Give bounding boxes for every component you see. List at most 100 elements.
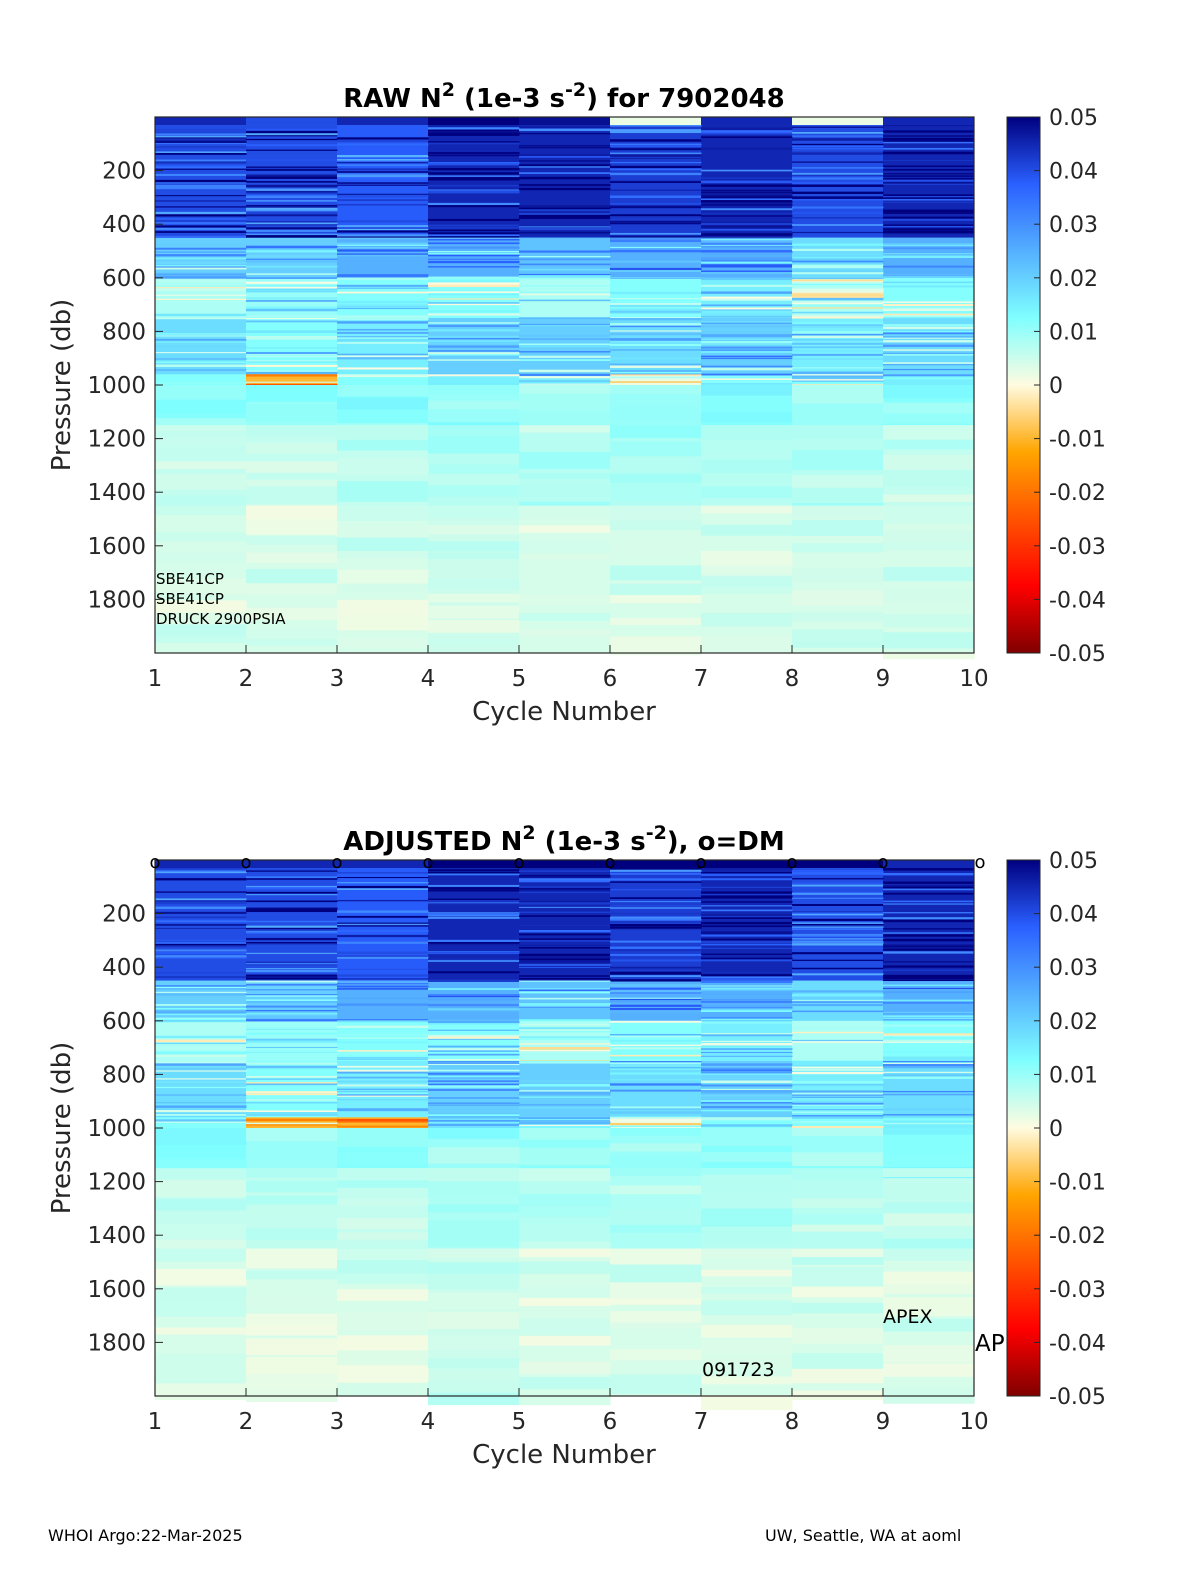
heatmap-streak bbox=[428, 1292, 520, 1310]
heatmap-streak bbox=[883, 173, 975, 175]
heatmap-streak bbox=[883, 147, 975, 150]
heatmap-streak bbox=[337, 227, 429, 230]
heatmap-streak bbox=[337, 161, 429, 164]
heatmap-streak bbox=[246, 552, 338, 564]
heatmap-streak bbox=[246, 1118, 338, 1122]
heatmap-streak bbox=[792, 132, 884, 134]
y-tick-label: 1400 bbox=[87, 480, 146, 506]
heatmap-streak bbox=[883, 137, 975, 141]
heatmap-streak bbox=[701, 1269, 793, 1277]
heatmap-streak bbox=[519, 273, 611, 276]
heatmap-streak bbox=[792, 177, 884, 180]
heatmap-streak bbox=[883, 349, 975, 351]
heatmap-streak bbox=[428, 184, 520, 187]
heatmap-streak bbox=[792, 152, 884, 155]
heatmap-streak bbox=[155, 1009, 247, 1012]
heatmap-streak bbox=[519, 205, 611, 208]
heatmap-streak bbox=[428, 1023, 520, 1025]
heatmap-streak bbox=[428, 359, 520, 361]
heatmap-streak bbox=[155, 146, 247, 149]
heatmap-streak bbox=[792, 1026, 884, 1029]
y-tick-label: 1400 bbox=[87, 1223, 146, 1249]
heatmap-cell bbox=[792, 117, 884, 126]
heatmap-streak bbox=[155, 1084, 247, 1087]
colorbar-tick-label: 0.05 bbox=[1049, 849, 1098, 874]
heatmap-streak bbox=[155, 1011, 247, 1014]
heatmap-streak bbox=[246, 442, 338, 454]
heatmap-streak bbox=[155, 1004, 247, 1006]
heatmap-streak bbox=[883, 614, 975, 628]
heatmap-streak bbox=[155, 1042, 247, 1045]
heatmap-streak bbox=[610, 168, 702, 171]
heatmap-streak bbox=[337, 929, 429, 933]
heatmap-streak bbox=[701, 1055, 793, 1057]
heatmap-streak bbox=[519, 209, 611, 211]
heatmap-streak bbox=[519, 355, 611, 358]
heatmap-streak bbox=[155, 993, 247, 996]
heatmap-cell bbox=[337, 117, 429, 126]
heatmap-streak bbox=[610, 330, 702, 332]
heatmap-streak bbox=[792, 217, 884, 219]
heatmap-streak bbox=[883, 1213, 975, 1227]
heatmap-streak bbox=[246, 964, 338, 966]
heatmap-streak bbox=[155, 274, 247, 276]
heatmap-streak bbox=[337, 983, 429, 985]
heatmap-streak bbox=[792, 314, 884, 318]
heatmap-streak bbox=[155, 381, 247, 385]
heatmap-streak bbox=[246, 891, 338, 894]
heatmap-streak bbox=[428, 525, 520, 535]
heatmap-streak bbox=[519, 164, 611, 167]
heatmap-streak bbox=[519, 553, 611, 560]
heatmap-streak bbox=[792, 925, 884, 927]
heatmap-streak bbox=[337, 236, 429, 238]
heatmap-streak bbox=[701, 1033, 793, 1035]
heatmap-streak bbox=[246, 1009, 338, 1012]
heatmap-streak bbox=[792, 167, 884, 169]
heatmap-cell bbox=[701, 980, 793, 1022]
heatmap-cell bbox=[610, 1117, 702, 1129]
y-axis-label: Pressure (db) bbox=[47, 1042, 77, 1215]
heatmap-streak bbox=[155, 600, 247, 614]
heatmap-streak bbox=[246, 221, 338, 224]
heatmap-streak bbox=[337, 1069, 429, 1072]
heatmap-streak bbox=[610, 1004, 702, 1007]
heatmap-streak bbox=[883, 156, 975, 158]
heatmap-streak bbox=[428, 1232, 520, 1248]
heatmap-streak bbox=[519, 345, 611, 348]
heatmap-streak bbox=[883, 1035, 975, 1037]
heatmap-streak bbox=[883, 413, 975, 424]
colorbar-tick-label: 0 bbox=[1049, 374, 1063, 399]
heatmap-streak bbox=[246, 245, 338, 249]
heatmap-streak bbox=[610, 297, 702, 300]
heatmap-streak bbox=[701, 921, 793, 925]
heatmap-streak bbox=[337, 355, 429, 358]
heatmap-streak bbox=[337, 1039, 429, 1041]
heatmap-streak bbox=[883, 872, 975, 876]
heatmap-streak bbox=[610, 374, 702, 376]
heatmap-streak bbox=[337, 910, 429, 913]
heatmap-streak bbox=[428, 995, 520, 998]
heatmap-streak bbox=[155, 927, 247, 929]
heatmap-streak bbox=[428, 1311, 520, 1329]
heatmap-streak bbox=[337, 1382, 429, 1396]
heatmap-streak bbox=[337, 159, 429, 162]
heatmap-streak bbox=[610, 239, 702, 243]
heatmap-streak bbox=[792, 1353, 884, 1371]
heatmap-streak bbox=[337, 337, 429, 339]
heatmap-streak bbox=[792, 1064, 884, 1066]
heatmap-streak bbox=[610, 312, 702, 315]
heatmap-streak bbox=[883, 324, 975, 327]
heatmap-streak bbox=[428, 302, 520, 304]
heatmap-streak bbox=[155, 1103, 247, 1106]
heatmap-streak bbox=[701, 931, 793, 933]
heatmap-streak bbox=[883, 425, 975, 444]
y-tick-label: 200 bbox=[102, 902, 146, 928]
heatmap-streak bbox=[792, 1101, 884, 1103]
colorbar-tick-label: -0.04 bbox=[1049, 588, 1106, 613]
heatmap-streak bbox=[428, 1248, 520, 1259]
heatmap-streak bbox=[792, 911, 884, 914]
heatmap-streak bbox=[610, 869, 702, 873]
heatmap-streak bbox=[155, 182, 247, 184]
heatmap-streak bbox=[155, 1223, 247, 1239]
